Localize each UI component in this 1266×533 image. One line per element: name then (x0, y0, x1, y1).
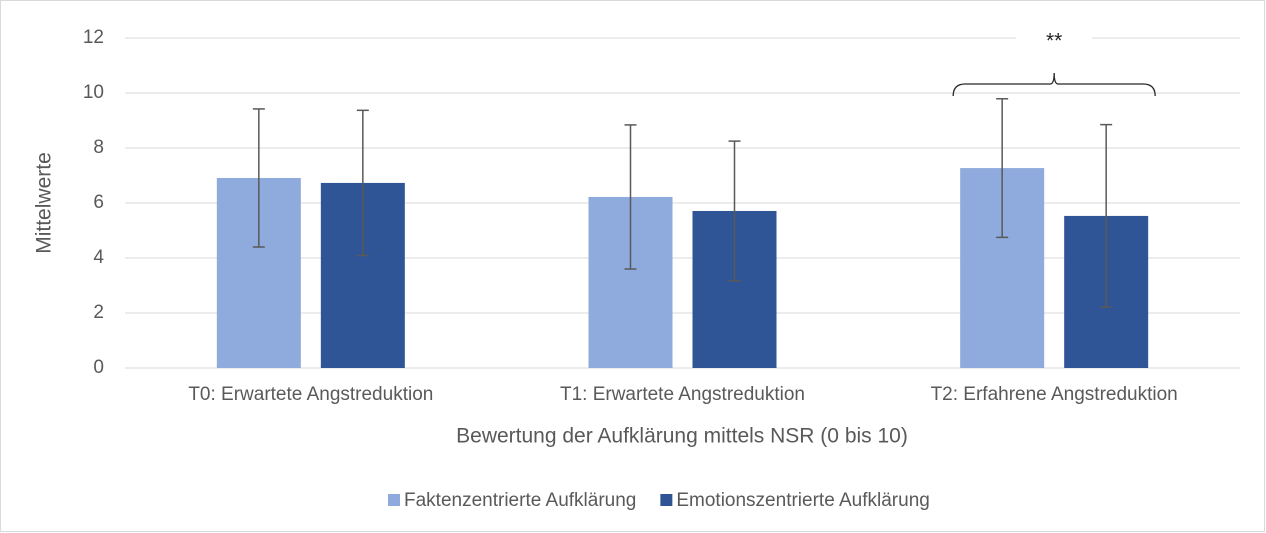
x-tick-label: T0: Erwartete Angstreduktion (188, 384, 433, 405)
x-tick-label: T1: Erwartete Angstreduktion (560, 384, 805, 405)
error-bar (728, 140, 741, 282)
y-tick-label: 6 (93, 192, 104, 213)
y-axis-title: Mittelwerte (33, 152, 56, 254)
annotation-bg (1016, 28, 1093, 50)
y-tick-label: 2 (93, 302, 104, 323)
legend-swatch (388, 494, 400, 506)
error-bar (356, 109, 369, 257)
annotation: ** (1046, 30, 1062, 53)
error-bar (996, 98, 1009, 239)
x-tick-label: T2: Erfahrene Angstreduktion (931, 384, 1178, 405)
y-tick-label: 8 (93, 137, 104, 158)
y-tick-label: 4 (93, 247, 104, 268)
y-tick-label: 0 (93, 357, 104, 378)
legend-label: Faktenzentrierte Aufklärung (404, 490, 636, 511)
error-bar (1100, 123, 1113, 308)
y-tick-label: 12 (83, 27, 104, 48)
y-tick-label: 10 (83, 82, 104, 103)
legend-swatch (660, 494, 673, 506)
error-bar (624, 124, 637, 270)
x-axis-title: Bewertung der Aufklärung mittels NSR (0 … (456, 425, 908, 448)
significance-bracket (952, 72, 1156, 97)
error-bar (252, 108, 265, 248)
legend-label: Emotionszentrierte Aufklärung (676, 490, 929, 511)
